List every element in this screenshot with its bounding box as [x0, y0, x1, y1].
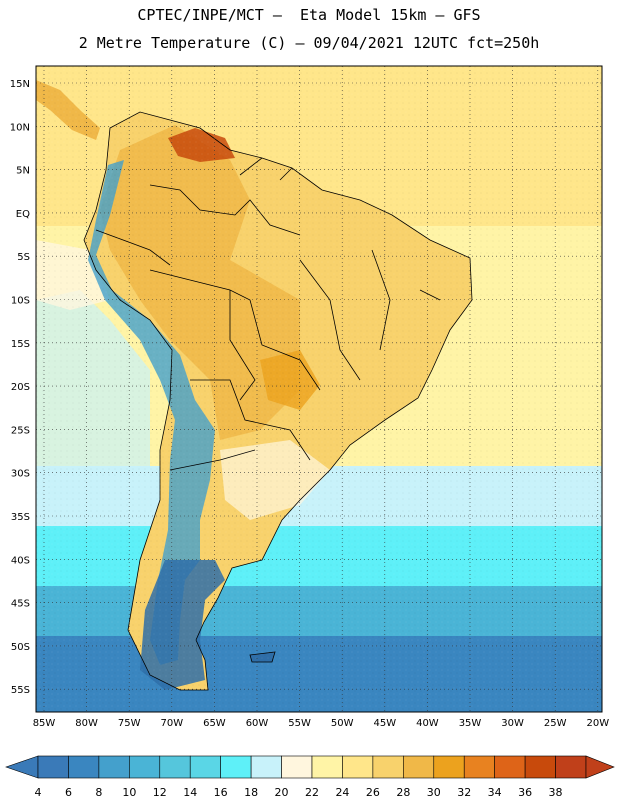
colorbar-swatch: [555, 755, 587, 779]
lat-label: 10S: [11, 296, 30, 307]
colorbar-labels: 4 6 8 10 12 14 16 18 20 22 24 26 28 30 32 34 36 38: [35, 786, 563, 799]
map-title-line2: 2 Metre Temperature (C) – 09/04/2021 12U…: [78, 34, 540, 52]
colorbar-swatch: [524, 755, 556, 779]
lon-label: 70W: [160, 718, 183, 729]
colorbar-label: 14: [183, 786, 197, 799]
colorbar-label: 34: [488, 786, 502, 799]
colorbar-label: 22: [305, 786, 319, 799]
colorbar-label: 8: [95, 786, 102, 799]
colorbar-swatch: [311, 755, 343, 779]
colorbar-low-arrow: [5, 755, 39, 779]
colorbar-label: 28: [396, 786, 410, 799]
colorbar-swatch: [98, 755, 130, 779]
colorbar-swatch: [220, 755, 252, 779]
colorbar-label: 4: [35, 786, 42, 799]
colorbar-label: 32: [457, 786, 471, 799]
map-plot-area: [36, 66, 602, 712]
colorbar-label: 26: [366, 786, 380, 799]
colorbar-label: 16: [214, 786, 228, 799]
latitude-labels: 15N 10N 5N EQ 5S 10S 15S 20S 25S 30S 35S 40S 45S 50S 5…: [10, 79, 30, 696]
colorbar-label: 36: [518, 786, 532, 799]
lon-label: 65W: [203, 718, 226, 729]
colorbar-swatch: [37, 755, 69, 779]
lat-label: 10N: [10, 122, 30, 133]
lon-label: 40W: [416, 718, 439, 729]
plot-frame: [35, 65, 603, 713]
lat-label: 55S: [11, 685, 30, 696]
lon-label: 35W: [459, 718, 482, 729]
lat-label: 5S: [17, 252, 30, 263]
colorbar-swatch: [372, 755, 404, 779]
lon-label: 60W: [246, 718, 269, 729]
colorbar-swatch: [250, 755, 282, 779]
lat-label: 15S: [11, 339, 30, 350]
temperature-colorbar: [5, 755, 615, 779]
colorbar-label: 38: [549, 786, 563, 799]
lon-label: 55W: [288, 718, 311, 729]
colorbar-swatch: [494, 755, 526, 779]
lat-label: 5N: [16, 166, 30, 177]
lat-label: 50S: [11, 642, 30, 653]
map-title-line1: CPTEC/INPE/MCT – Eta Model 15km – GFS: [137, 6, 481, 24]
longitude-labels: 85W 80W 75W 70W 65W 60W 55W 50W 45W 40W 35W 30W 25W 2…: [33, 718, 610, 729]
colorbar-label: 24: [335, 786, 349, 799]
colorbar-label: 18: [244, 786, 258, 799]
colorbar-swatch: [129, 755, 161, 779]
colorbar-swatch: [281, 755, 313, 779]
lat-label: 15N: [10, 79, 30, 90]
colorbar-swatch: [189, 755, 221, 779]
colorbar-swatch: [342, 755, 374, 779]
colorbar-swatch: [463, 755, 495, 779]
field-texture: [36, 66, 602, 712]
lon-label: 50W: [331, 718, 354, 729]
colorbar-swatch: [403, 755, 435, 779]
lat-label: 35S: [11, 512, 30, 523]
lat-label: 20S: [11, 382, 30, 393]
colorbar-label: 20: [275, 786, 289, 799]
colorbar-label: 30: [427, 786, 441, 799]
colorbar-label: 6: [65, 786, 72, 799]
colorbar-high-arrow: [585, 755, 615, 779]
lon-label: 30W: [501, 718, 524, 729]
lat-label: 25S: [11, 425, 30, 436]
lon-label: 25W: [544, 718, 567, 729]
lon-label: 20W: [586, 718, 609, 729]
colorbar-swatch: [159, 755, 191, 779]
colorbar-swatch: [68, 755, 100, 779]
lon-label: 80W: [75, 718, 98, 729]
lon-label: 75W: [118, 718, 141, 729]
colorbar-label: 12: [153, 786, 167, 799]
lat-label: 30S: [11, 469, 30, 480]
colorbar-swatch: [433, 755, 465, 779]
lat-label: EQ: [16, 209, 30, 220]
lat-label: 40S: [11, 555, 30, 566]
lon-label: 85W: [33, 718, 56, 729]
lon-label: 45W: [373, 718, 396, 729]
colorbar-label: 10: [122, 786, 136, 799]
lat-label: 45S: [11, 599, 30, 610]
